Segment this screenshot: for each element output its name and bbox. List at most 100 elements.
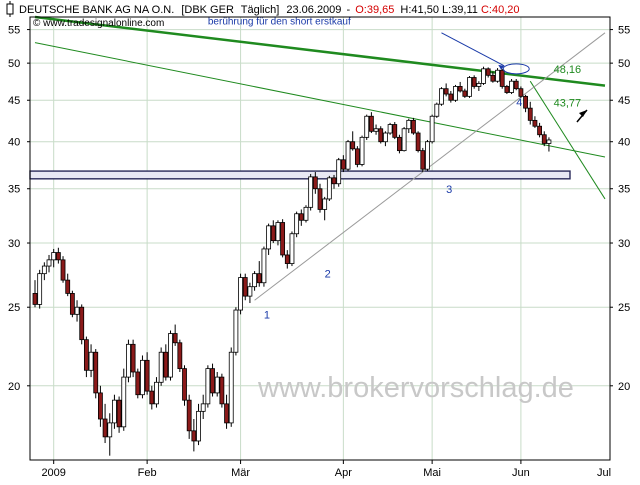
candle-body <box>74 306 80 315</box>
candle-body <box>65 279 71 294</box>
candle-body <box>280 222 286 256</box>
candle-body <box>359 136 365 165</box>
candle-body <box>247 286 253 297</box>
y-tick-label-right: 25 <box>618 302 630 314</box>
x-tick-label: Apr <box>335 467 352 479</box>
candle-body <box>532 119 538 127</box>
x-tick-label: Feb <box>138 467 157 479</box>
candle-body <box>163 351 169 378</box>
candle-body <box>205 368 211 405</box>
candle-body <box>345 141 351 170</box>
candle-body <box>168 333 173 378</box>
candle-body <box>387 124 393 134</box>
candle-body <box>46 259 52 267</box>
candle-body <box>121 376 127 428</box>
candle-body <box>172 333 178 344</box>
candle-body <box>149 390 155 405</box>
candle-body <box>331 177 337 185</box>
header-date: 23.06.2009 <box>286 4 341 16</box>
candle-body <box>322 198 328 210</box>
candle-body <box>490 74 496 82</box>
candle-body <box>126 343 131 378</box>
candle-body <box>116 399 122 428</box>
candle-body <box>252 273 257 288</box>
candle-body <box>350 141 356 150</box>
y-tick-label-left: 45 <box>8 95 20 107</box>
candle-body <box>200 403 206 412</box>
candle-body <box>364 115 370 138</box>
candle-body <box>518 88 524 97</box>
candle-body <box>523 95 528 109</box>
upper-trend-line <box>34 15 606 87</box>
candle-body <box>429 115 435 143</box>
header-low: L:39,11 <box>442 4 478 16</box>
candle-body <box>453 86 458 101</box>
candle-body <box>140 359 145 396</box>
header-open: O:39,65 <box>355 4 394 16</box>
candle-body <box>546 139 552 144</box>
candle-body <box>397 136 402 152</box>
x-tick-label: Mai <box>423 467 441 479</box>
candle-body <box>411 119 416 134</box>
annotation-label: 2 <box>325 269 331 281</box>
candle-body <box>37 273 43 305</box>
candle-body <box>112 399 117 424</box>
candle-body <box>448 93 454 101</box>
annotation-label: berührung für den short erstkauf <box>208 16 351 27</box>
candle-body <box>60 259 66 281</box>
candle-body <box>256 273 262 284</box>
candle-body <box>275 222 281 242</box>
candle-body <box>373 128 379 132</box>
candle-body <box>462 90 468 97</box>
candle-body <box>415 132 421 152</box>
y-tick-label-left: 55 <box>8 25 20 37</box>
up-arrowhead <box>578 110 587 118</box>
candle-body <box>495 69 500 82</box>
y-tick-label-right: 55 <box>618 25 630 37</box>
candle-body <box>308 176 314 208</box>
candle-body <box>485 68 491 76</box>
candle-body <box>298 213 304 221</box>
candle-body <box>425 141 430 170</box>
mid-trend-line <box>34 42 606 158</box>
candle-body <box>284 254 290 264</box>
callout-arrowhead <box>498 64 505 70</box>
candle-body <box>210 368 215 394</box>
candle-body <box>154 381 159 405</box>
annotation-label: 1 <box>264 310 270 322</box>
candle-body <box>270 225 276 242</box>
candle-body <box>303 206 309 221</box>
header-symbol: DEUTSCHE BANK AG NA O.N. <box>19 4 174 16</box>
y-tick-label-right: 40 <box>618 137 630 149</box>
candle-body <box>471 77 477 87</box>
zone-layer <box>29 170 571 180</box>
candle-body <box>98 392 103 420</box>
steep-trend-line <box>529 80 606 200</box>
candle-body <box>378 128 384 143</box>
y-tick-label-left: 30 <box>8 238 20 250</box>
candle-body <box>513 80 519 90</box>
candle-body <box>504 86 510 93</box>
candle-body <box>219 376 225 405</box>
candle-body <box>312 176 318 190</box>
candle-body <box>233 309 239 353</box>
y-tick-label-left: 25 <box>8 302 20 314</box>
candle-body <box>434 103 440 117</box>
candle-layer <box>32 66 552 456</box>
candle-body <box>107 422 113 438</box>
annotation-label: 4 <box>516 97 522 109</box>
x-tick-label: 2009 <box>41 467 65 479</box>
candle-body <box>130 343 136 373</box>
candle-body <box>326 177 332 200</box>
candle-body <box>457 86 463 92</box>
y-tick-label-right: 50 <box>618 58 630 70</box>
candle-body <box>509 80 514 93</box>
support-zone <box>29 170 571 180</box>
annotation-label: 3 <box>446 184 452 196</box>
header-separator: - <box>346 4 350 16</box>
candle-body <box>443 88 449 95</box>
candle-body <box>368 115 374 132</box>
